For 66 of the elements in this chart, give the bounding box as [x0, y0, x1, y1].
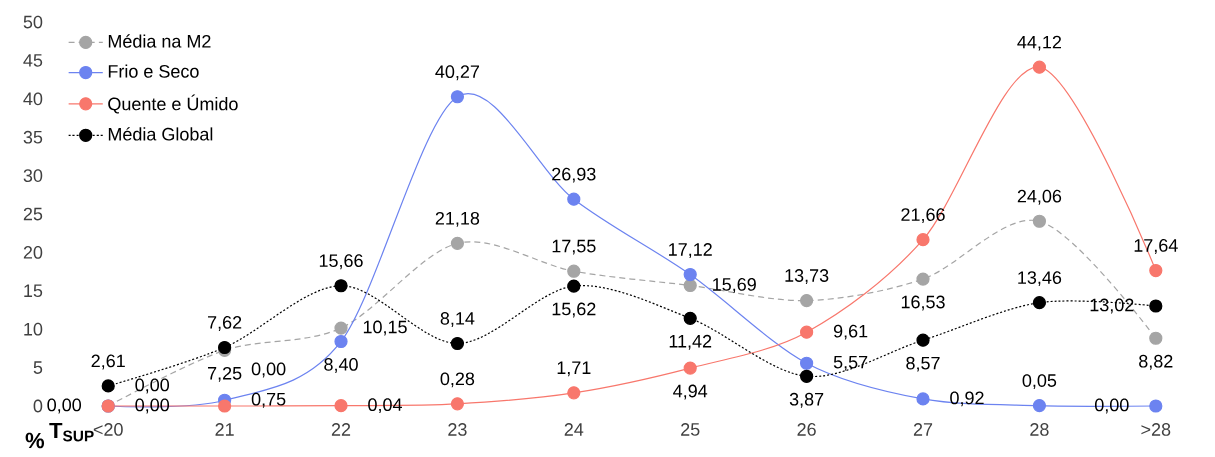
- y-tick-label: 35: [23, 130, 43, 144]
- data-label: 0,28: [440, 372, 475, 388]
- data-label: 5,57: [833, 355, 868, 371]
- data-label: 8,82: [1139, 354, 1173, 370]
- legend-label: Frio e Seco: [108, 64, 199, 78]
- data-label: 0,00: [135, 398, 170, 414]
- legend-label: Média na M2: [108, 34, 211, 48]
- data-label: 15,66: [319, 254, 363, 270]
- data-label: 13,02: [1090, 298, 1134, 314]
- y-tick-label: 15: [24, 284, 43, 298]
- x-tick-label: 22: [331, 423, 351, 436]
- data-label: 24,06: [1017, 189, 1062, 205]
- data-label: 17,64: [1134, 239, 1178, 254]
- y-tick-label: 50: [23, 15, 43, 29]
- x-tick-label: >28: [1141, 423, 1171, 436]
- x-tick-label: 25: [681, 423, 700, 436]
- data-label: 13,46: [1018, 271, 1062, 287]
- y-tick-label: 30: [23, 169, 43, 182]
- legend-label: Quente e Úmido: [108, 94, 238, 114]
- data-label: 15,69: [713, 278, 756, 293]
- data-label: 1,71: [557, 361, 591, 377]
- data-label: 0,05: [1022, 374, 1057, 390]
- data-label: 21,18: [435, 211, 480, 227]
- data-label: 15,62: [552, 302, 596, 318]
- y-tick-label: 5: [33, 361, 43, 374]
- data-label: 7,62: [208, 316, 242, 331]
- y-tick-label: 40: [23, 92, 43, 106]
- data-label: 7,25: [208, 366, 242, 382]
- data-label: 21,66: [901, 208, 945, 224]
- x-tick-label: 27: [913, 423, 933, 436]
- x-axis-title: T$_{SUP}$: [49, 422, 94, 442]
- x-tick-label: 28: [1030, 423, 1049, 436]
- data-label: 16,53: [901, 295, 945, 311]
- y-tick-label: 45: [23, 54, 43, 67]
- data-label: 17,12: [669, 243, 712, 258]
- data-label: 2,61: [91, 354, 125, 370]
- data-label: 0,00: [251, 362, 286, 378]
- data-label: 4,94: [673, 384, 708, 400]
- data-label: 3,87: [789, 392, 824, 408]
- y-tick-label: 0: [33, 399, 43, 413]
- data-label: 13,73: [785, 269, 829, 284]
- x-tick-label: <20: [93, 423, 123, 436]
- data-label: 9,61: [833, 324, 868, 340]
- data-label: 44,12: [1017, 35, 1062, 51]
- data-label: 8,14: [440, 312, 475, 327]
- x-tick-label: 24: [564, 423, 584, 436]
- data-label: 11,42: [669, 334, 712, 350]
- legend-label: Média Global: [108, 127, 213, 141]
- y-axis-title: %: [25, 432, 45, 449]
- data-label: 17,55: [552, 239, 596, 255]
- data-label: 26,93: [552, 167, 596, 183]
- x-tick-label: 21: [215, 423, 234, 436]
- y-tick-label: 10: [24, 322, 43, 336]
- data-label: 0,75: [251, 392, 286, 408]
- data-label: 8,40: [324, 358, 358, 373]
- y-tick-label: 25: [23, 207, 43, 221]
- data-label: 8,57: [906, 356, 940, 372]
- data-label: 0,00: [135, 378, 170, 394]
- data-label: 40,27: [435, 65, 480, 81]
- y-tick-label: 20: [23, 246, 43, 259]
- data-label: 10,15: [363, 320, 407, 336]
- x-tick-label: 26: [797, 423, 816, 436]
- x-tick-label: 23: [448, 423, 467, 436]
- data-label: 0,00: [47, 398, 82, 414]
- data-label: 0,00: [1094, 398, 1129, 414]
- data-label: 0,92: [950, 391, 984, 407]
